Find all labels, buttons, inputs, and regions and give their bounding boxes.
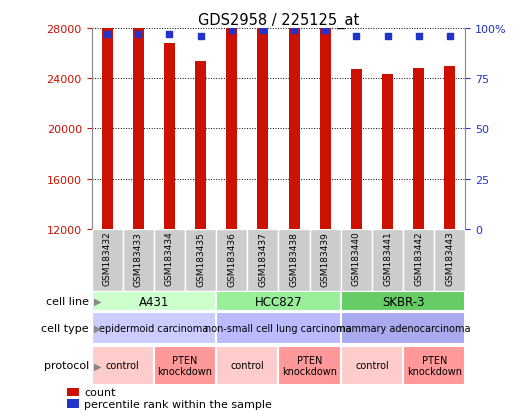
Text: ▶: ▶ — [94, 323, 101, 333]
FancyBboxPatch shape — [123, 229, 154, 291]
Text: PTEN
knockdown: PTEN knockdown — [157, 355, 212, 376]
FancyBboxPatch shape — [92, 229, 123, 291]
Bar — [133, 14, 144, 229]
FancyBboxPatch shape — [341, 292, 465, 311]
Text: A431: A431 — [139, 295, 169, 308]
FancyBboxPatch shape — [372, 229, 403, 291]
FancyBboxPatch shape — [310, 229, 341, 291]
Text: GSM183435: GSM183435 — [196, 231, 205, 286]
FancyBboxPatch shape — [216, 313, 341, 344]
Text: control: control — [106, 361, 140, 370]
Bar — [67, 388, 79, 396]
Point — [383, 33, 392, 40]
Text: GSM183436: GSM183436 — [228, 231, 236, 286]
Bar — [289, 0, 300, 229]
Point — [165, 32, 174, 38]
Text: epidermoid carcinoma: epidermoid carcinoma — [99, 323, 209, 333]
Text: cell line: cell line — [46, 297, 89, 306]
Text: cell type: cell type — [41, 323, 89, 333]
Text: GSM183441: GSM183441 — [383, 231, 392, 286]
Bar — [257, 0, 268, 229]
FancyBboxPatch shape — [154, 346, 216, 385]
FancyBboxPatch shape — [279, 229, 310, 291]
FancyBboxPatch shape — [92, 346, 154, 385]
Point — [197, 33, 205, 40]
FancyBboxPatch shape — [403, 229, 434, 291]
FancyBboxPatch shape — [185, 229, 216, 291]
Text: GSM183434: GSM183434 — [165, 231, 174, 286]
FancyBboxPatch shape — [216, 346, 279, 385]
Bar — [101, 15, 112, 229]
Text: HCC827: HCC827 — [255, 295, 302, 308]
Bar — [382, 75, 393, 229]
Text: percentile rank within the sample: percentile rank within the sample — [84, 399, 272, 409]
Text: GSM183443: GSM183443 — [446, 231, 454, 286]
Point — [290, 28, 298, 34]
FancyBboxPatch shape — [341, 313, 465, 344]
Point — [446, 33, 454, 40]
Text: ▶: ▶ — [94, 361, 101, 370]
Point — [259, 28, 267, 34]
FancyBboxPatch shape — [434, 229, 465, 291]
Text: GSM183438: GSM183438 — [290, 231, 299, 286]
Bar — [67, 399, 79, 408]
FancyBboxPatch shape — [341, 346, 403, 385]
FancyBboxPatch shape — [341, 229, 372, 291]
Text: control: control — [355, 361, 389, 370]
FancyBboxPatch shape — [92, 313, 216, 344]
Bar — [164, 44, 175, 229]
FancyBboxPatch shape — [92, 292, 216, 311]
Bar — [445, 67, 456, 229]
FancyBboxPatch shape — [216, 229, 247, 291]
Text: GSM183442: GSM183442 — [414, 231, 423, 285]
FancyBboxPatch shape — [216, 292, 341, 311]
Text: mammary adenocarcinoma: mammary adenocarcinoma — [336, 323, 470, 333]
Point — [415, 33, 423, 40]
Text: count: count — [84, 387, 116, 397]
Text: GSM183440: GSM183440 — [352, 231, 361, 286]
Point — [134, 32, 142, 38]
Text: GSM183432: GSM183432 — [103, 231, 111, 286]
Bar — [320, 0, 331, 229]
FancyBboxPatch shape — [247, 229, 279, 291]
Text: SKBR-3: SKBR-3 — [382, 295, 424, 308]
Point — [103, 32, 111, 38]
Text: GSM183437: GSM183437 — [258, 231, 267, 286]
Text: control: control — [231, 361, 264, 370]
Bar — [351, 70, 362, 229]
FancyBboxPatch shape — [279, 346, 341, 385]
Bar — [195, 62, 206, 229]
Title: GDS2958 / 225125_at: GDS2958 / 225125_at — [198, 13, 359, 29]
Text: GSM183433: GSM183433 — [134, 231, 143, 286]
FancyBboxPatch shape — [403, 346, 465, 385]
Text: PTEN
knockdown: PTEN knockdown — [407, 355, 462, 376]
Point — [352, 33, 360, 40]
Bar — [413, 68, 424, 229]
Text: ▶: ▶ — [94, 297, 101, 306]
Bar — [226, 0, 237, 229]
Text: non-small cell lung carcinoma: non-small cell lung carcinoma — [205, 323, 352, 333]
Text: protocol: protocol — [43, 361, 89, 370]
Point — [321, 28, 329, 34]
Point — [228, 28, 236, 34]
Text: PTEN
knockdown: PTEN knockdown — [282, 355, 337, 376]
FancyBboxPatch shape — [154, 229, 185, 291]
Text: GSM183439: GSM183439 — [321, 231, 329, 286]
